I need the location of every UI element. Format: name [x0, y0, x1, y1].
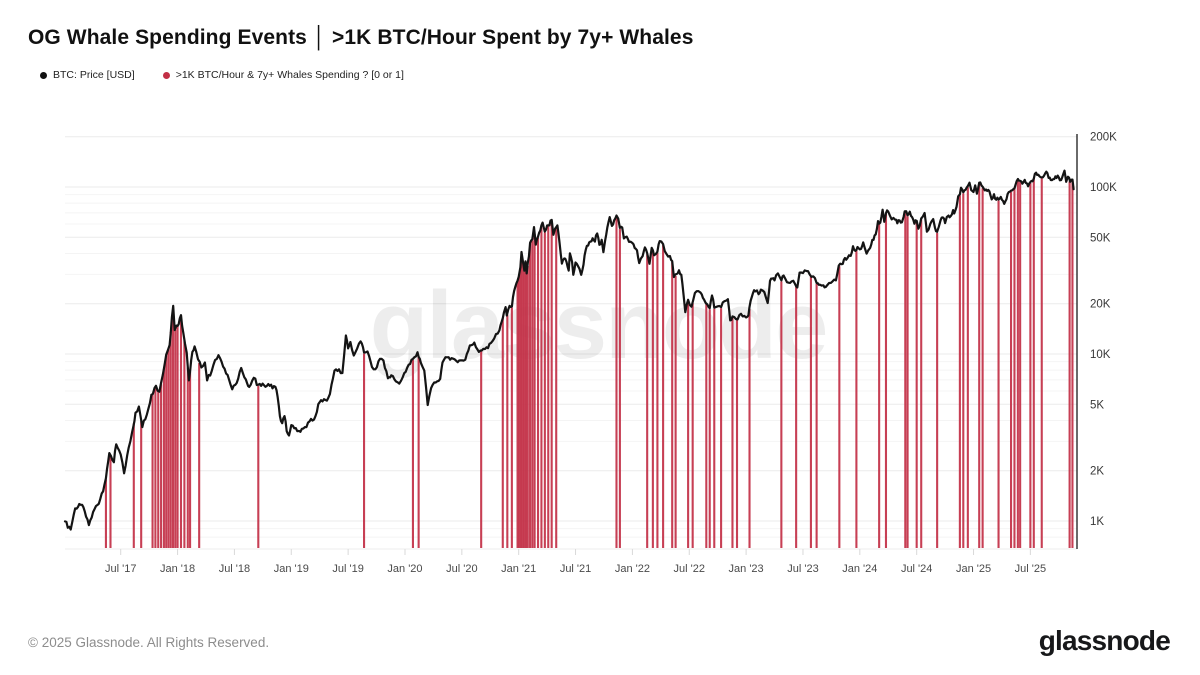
x-axis-tick-label: Jul '23	[787, 563, 818, 575]
x-axis-tick-label: Jul '24	[901, 563, 932, 575]
y-axis-tick-label: 10K	[1090, 349, 1111, 361]
x-axis-tick-label: Jan '21	[501, 563, 536, 575]
x-axis-tick-label: Jul '22	[674, 563, 705, 575]
y-axis-tick-label: 100K	[1090, 182, 1117, 194]
x-axis-tick-label: Jan '22	[615, 563, 650, 575]
x-axis-tick-label: Jan '24	[842, 563, 877, 575]
legend-item-whale-spending[interactable]: >1K BTC/Hour & 7y+ Whales Spending ? [0 …	[162, 69, 404, 81]
legend-label: >1K BTC/Hour & 7y+ Whales Spending ? [0 …	[175, 69, 404, 81]
x-axis-tick-label: Jan '19	[274, 563, 309, 575]
black-dot-icon	[40, 71, 47, 79]
x-axis-tick-label: Jan '20	[387, 563, 422, 575]
whale-spending-event-bars	[104, 178, 1074, 548]
x-axis-tick-label: Jul '25	[1015, 563, 1046, 575]
x-axis-tick-label: Jul '17	[105, 563, 136, 575]
x-axis-tick-label: Jul '21	[560, 563, 591, 575]
y-axis-tick-label: 5K	[1090, 399, 1104, 411]
x-axis-tick-label: Jul '20	[446, 563, 477, 575]
legend-item-btc-price[interactable]: BTC: Price [USD]	[40, 69, 135, 81]
x-axis-tick-label: Jul '19	[332, 563, 363, 575]
copyright-text: © 2025 Glassnode. All Rights Reserved.	[28, 635, 270, 650]
chart-legend: BTC: Price [USD] >1K BTC/Hour & 7y+ Whal…	[40, 69, 404, 81]
y-axis-tick-label: 50K	[1090, 232, 1111, 244]
red-dot-icon	[162, 71, 170, 79]
legend-label: BTC: Price [USD]	[53, 69, 135, 81]
x-axis-tick-label: Jan '23	[729, 563, 764, 575]
glassnode-logo: glassnode	[1038, 625, 1171, 656]
y-axis-tick-label: 1K	[1090, 516, 1104, 528]
y-axis-tick-label: 20K	[1090, 299, 1111, 311]
x-axis-tick-label: Jan '25	[956, 563, 991, 575]
x-axis-tick-label: Jul '18	[219, 563, 250, 575]
y-axis-tick-label: 2K	[1090, 466, 1104, 478]
x-axis-tick-label: Jan '18	[160, 563, 195, 575]
glassnode-watermark: glassnode	[370, 272, 827, 379]
page-footer: © 2025 Glassnode. All Rights Reserved. g…	[0, 613, 1200, 675]
page-title: OG Whale Spending Events │ >1K BTC/Hour …	[28, 26, 694, 49]
btc-price-line	[63, 169, 1075, 531]
y-axis-tick-label: 200K	[1090, 132, 1117, 144]
